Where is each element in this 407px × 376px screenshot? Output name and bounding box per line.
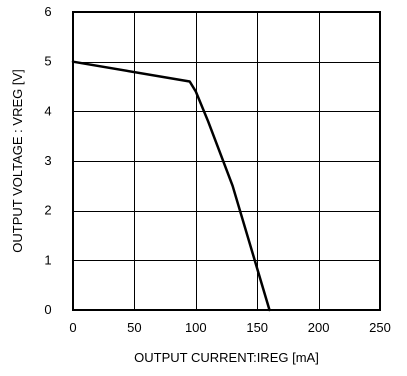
y-tick-label: 1 <box>44 252 51 267</box>
x-tick-label: 100 <box>185 320 207 335</box>
x-tick-label: 0 <box>69 320 76 335</box>
y-tick-label: 3 <box>44 153 51 168</box>
x-tick-label: 200 <box>308 320 330 335</box>
y-tick-label: 4 <box>44 103 51 118</box>
y-tick-label: 2 <box>44 203 51 218</box>
y-tick-label: 5 <box>44 54 51 69</box>
x-tick-label: 50 <box>127 320 141 335</box>
y-axis-label: OUTPUT VOLTAGE : VREG [V] <box>10 69 25 252</box>
y-tick-label: 0 <box>44 302 51 317</box>
x-tick-label: 250 <box>369 320 391 335</box>
series-layer <box>71 60 271 312</box>
series-line-0 <box>71 60 271 312</box>
x-tick-labels: 0 50 100 150 200 250 <box>69 320 390 335</box>
x-tick-label: 150 <box>246 320 268 335</box>
y-tick-labels: 0 1 2 3 4 5 6 <box>44 4 51 317</box>
x-axis-label: OUTPUT CURRENT:IREG [mA] <box>134 350 319 365</box>
y-tick-label: 6 <box>44 4 51 19</box>
grid <box>73 12 380 310</box>
plot-area-frame <box>72 11 381 311</box>
